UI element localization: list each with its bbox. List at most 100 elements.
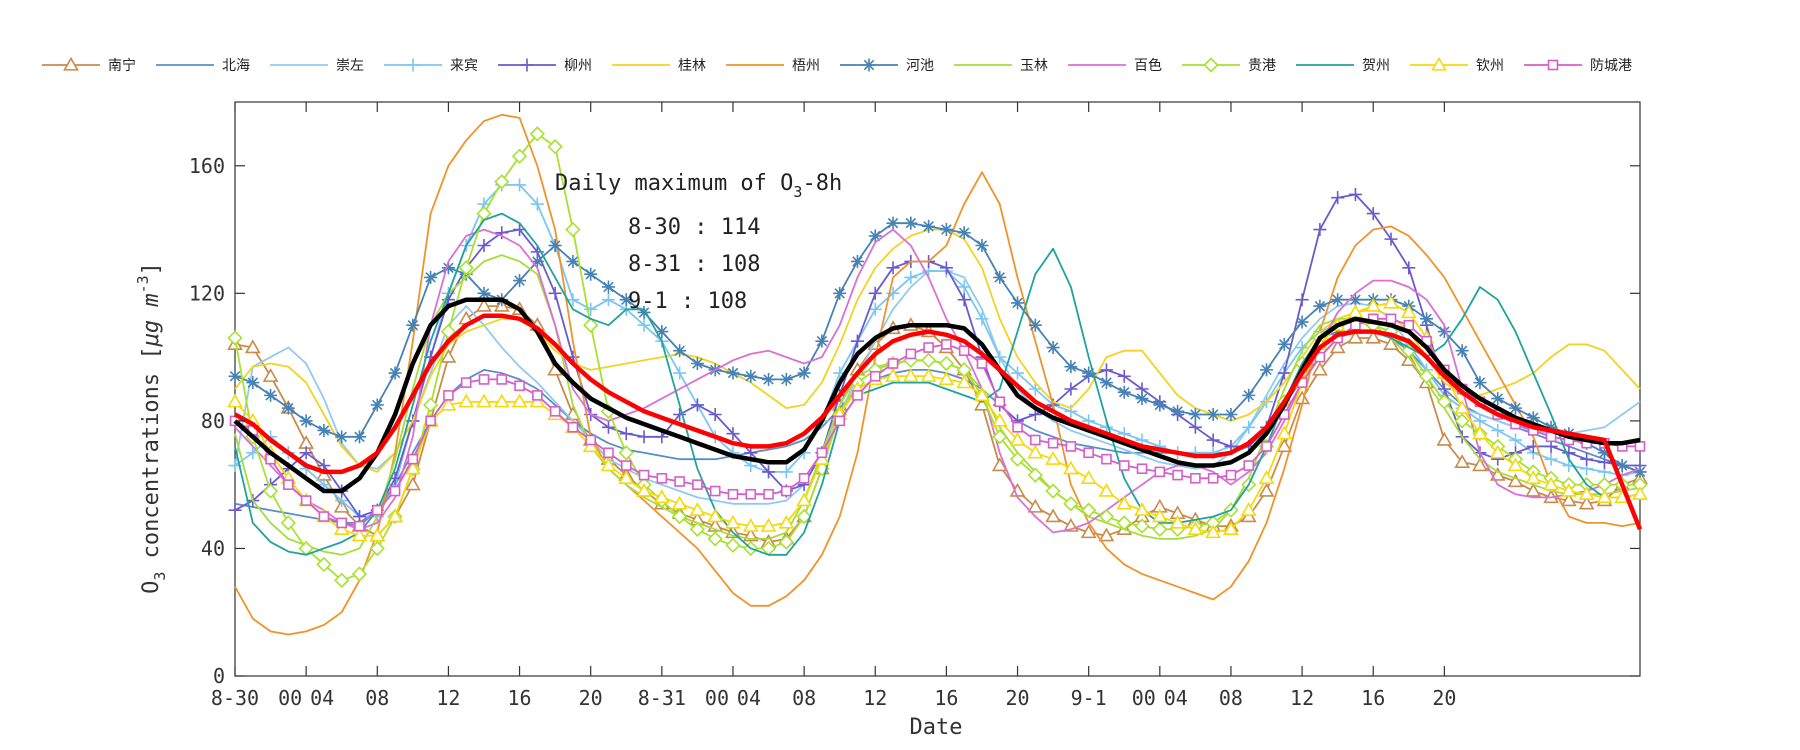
legend-label: 钦州 <box>1476 58 1504 74</box>
data-point <box>584 302 598 316</box>
data-point <box>1261 441 1272 452</box>
data-point <box>991 412 1008 427</box>
series-mean-15 <box>233 313 1643 531</box>
data-point <box>1491 423 1505 437</box>
legend-label: 百色 <box>1134 57 1162 74</box>
data-point <box>1188 408 1202 422</box>
data-point <box>941 339 952 350</box>
x-tick-label: 12 <box>863 686 887 710</box>
x-tick-label: 8-31 <box>638 686 686 710</box>
data-point <box>228 369 242 383</box>
data-point <box>1027 498 1044 513</box>
data-point <box>637 430 651 444</box>
data-point <box>655 325 669 339</box>
data-point <box>299 414 313 428</box>
data-point <box>530 197 544 211</box>
data-point <box>246 376 260 390</box>
annotation-line: 8-30 : 114 <box>628 215 760 240</box>
data-point <box>1028 382 1042 396</box>
x-tick-label: 16 <box>508 686 532 710</box>
data-point <box>443 390 454 401</box>
data-point <box>868 286 882 300</box>
data-point <box>690 398 704 412</box>
legend-item-梧州: 梧州 <box>726 58 820 74</box>
y-tick-label: 80 <box>201 409 225 433</box>
data-point <box>725 514 741 529</box>
annotation-title: Daily maximum of O3-8h <box>555 171 842 201</box>
data-point <box>1030 434 1041 446</box>
data-point <box>513 274 527 288</box>
data-point <box>1418 368 1435 384</box>
data-point <box>1329 339 1346 354</box>
data-point <box>440 323 457 340</box>
data-point <box>281 401 295 415</box>
x-tick-label: 20 <box>1432 686 1456 710</box>
data-point <box>781 485 792 497</box>
series-line <box>234 212 1641 556</box>
x-tick-label: 12 <box>436 686 460 710</box>
data-point <box>976 358 988 369</box>
x-tick-label: 04 <box>737 686 761 710</box>
data-point <box>1437 325 1451 339</box>
x-tick-label: 8-30 <box>211 686 259 710</box>
x-axis-label: Date <box>910 715 963 740</box>
data-point <box>656 472 668 484</box>
data-point <box>1277 366 1291 380</box>
data-point <box>902 368 919 382</box>
data-point <box>689 521 706 537</box>
data-point <box>904 216 918 230</box>
data-point <box>778 514 795 529</box>
legend-item-钦州: 钦州 <box>1410 56 1504 74</box>
data-point <box>406 58 420 72</box>
legend-item-贵港: 贵港 <box>1182 57 1276 74</box>
data-point <box>1188 420 1202 434</box>
data-point <box>760 518 777 532</box>
data-point <box>582 438 599 453</box>
data-point <box>351 566 368 582</box>
legend-label: 北海 <box>222 58 250 74</box>
data-point <box>1560 482 1577 497</box>
data-point <box>762 372 776 386</box>
data-point <box>778 534 794 550</box>
legend-item-柳州: 柳州 <box>498 57 592 74</box>
data-point <box>816 447 828 459</box>
data-point <box>406 318 420 332</box>
y-tick-label: 120 <box>189 281 225 305</box>
data-point <box>852 390 863 401</box>
data-point <box>1400 304 1417 319</box>
data-point <box>458 260 474 276</box>
data-point <box>939 261 953 275</box>
data-point <box>424 270 438 284</box>
data-point <box>1045 508 1061 523</box>
data-point <box>440 348 457 363</box>
data-point <box>887 358 899 369</box>
data-point <box>1454 413 1470 429</box>
data-point <box>674 476 685 487</box>
annotation-line: 8-31 : 108 <box>628 252 760 277</box>
data-point <box>1065 441 1077 452</box>
data-point <box>1634 441 1646 452</box>
data-point <box>1384 232 1398 246</box>
data-point <box>1206 433 1220 447</box>
data-point <box>1101 453 1112 465</box>
data-point <box>530 254 544 268</box>
data-point <box>1473 376 1487 390</box>
data-point <box>707 508 724 523</box>
legend-label: 崇左 <box>336 58 364 74</box>
data-point <box>227 393 243 408</box>
y-tick-label: 160 <box>189 154 225 178</box>
data-point <box>762 465 776 479</box>
data-point <box>1242 420 1256 434</box>
data-point <box>1277 337 1291 351</box>
legend-item-南宁: 南宁 <box>42 56 136 74</box>
x-tick-label: 20 <box>579 686 603 710</box>
legend-item-玉林: 玉林 <box>954 58 1048 74</box>
data-point <box>798 472 810 484</box>
data-point <box>619 427 633 441</box>
data-point <box>1615 459 1629 473</box>
data-point <box>1098 508 1115 525</box>
data-point <box>939 223 953 237</box>
x-tick-label: 00 <box>705 686 729 710</box>
data-point <box>514 380 525 392</box>
data-point <box>1045 451 1061 465</box>
